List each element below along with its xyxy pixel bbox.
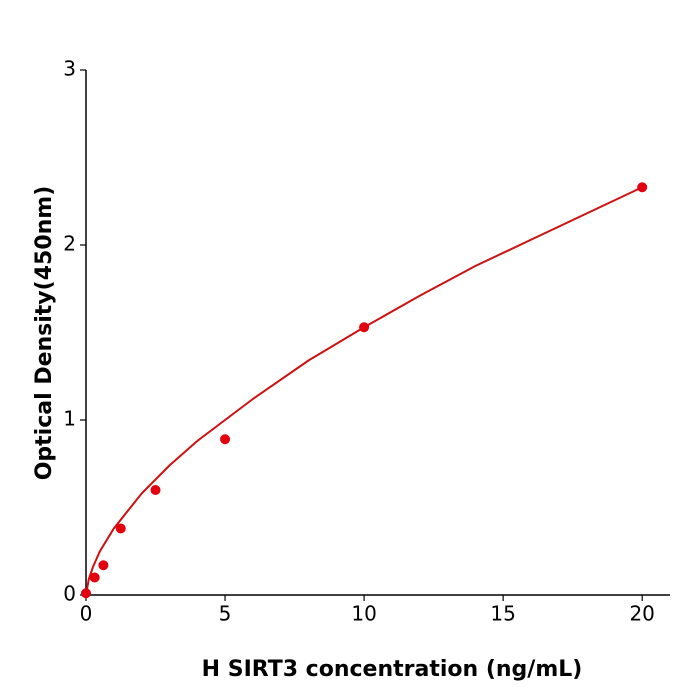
- x-tick-label: 20: [629, 602, 654, 626]
- x-axis-label: H SIRT3 concentration (ng/mL): [202, 657, 583, 682]
- data-point: [115, 523, 126, 534]
- x-tick-label: 15: [490, 602, 515, 626]
- y-tick-label: 1: [63, 407, 76, 431]
- data-point: [89, 572, 100, 583]
- y-tick-label: 0: [63, 582, 76, 606]
- x-tick-label: 5: [219, 602, 232, 626]
- data-point: [220, 434, 231, 445]
- data-point: [150, 485, 161, 495]
- fit-curve: [85, 186, 643, 596]
- data-point: [637, 182, 648, 193]
- data-point: [359, 322, 370, 333]
- y-tick-label: 3: [63, 57, 76, 81]
- x-tick-label: 0: [80, 602, 93, 626]
- data-point: [81, 588, 91, 599]
- data-point: [98, 560, 109, 571]
- y-tick-label: 2: [63, 232, 76, 256]
- x-tick-label: 10: [351, 602, 376, 626]
- y-axis-label: Optical Density(450nm): [32, 186, 57, 481]
